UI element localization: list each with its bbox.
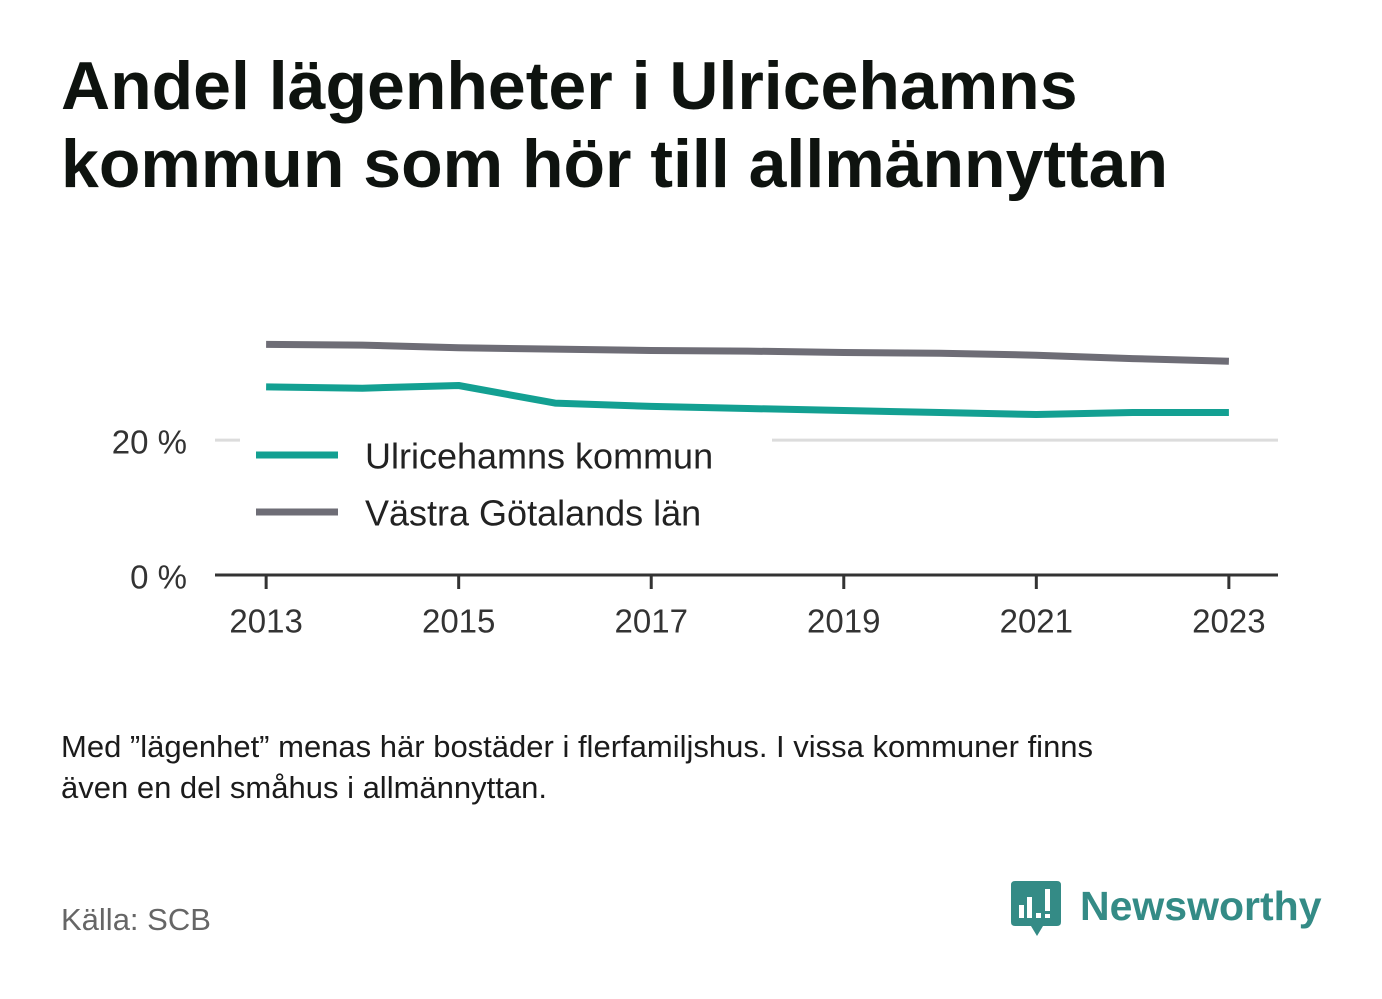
brand-name: Newsworthy <box>1080 883 1322 929</box>
brand-logo: Newsworthy <box>1010 879 1330 941</box>
footnote: Med ”lägenhet” menas här bostäder i fler… <box>61 729 1094 805</box>
x-tick-label: 2015 <box>422 603 495 640</box>
legend: Ulricehamns kommun Västra Götalands län <box>240 424 772 540</box>
x-tick-label: 2019 <box>807 603 880 640</box>
logo-bar <box>1036 913 1041 918</box>
chart-title: Andel lägenheter i Ulricehamns kommun so… <box>61 48 1169 202</box>
legend-item: Västra Götalands län <box>256 493 701 534</box>
logo-dot <box>1045 914 1050 918</box>
logo-bubble <box>1011 881 1061 936</box>
line-chart: Ulricehamns kommun Västra Götalands län … <box>112 340 1278 640</box>
series-layer <box>266 340 1229 418</box>
x-tick-label: 2013 <box>229 603 302 640</box>
y-tick-label: 20 % <box>112 424 187 461</box>
legend-item: Ulricehamns kommun <box>256 436 713 477</box>
legend-background <box>240 424 772 540</box>
y-tick-label: 0 % <box>130 559 187 596</box>
logo-bar <box>1045 889 1050 911</box>
x-tick-label: 2021 <box>1000 603 1073 640</box>
logo-bar <box>1027 897 1032 918</box>
source-note: Källa: SCB <box>61 902 211 937</box>
legend-label-ulricehamns-kommun: Ulricehamns kommun <box>365 436 713 477</box>
newsworthy-logo-icon <box>1011 881 1061 936</box>
axis-layer: 0 % 20 % 2013 2015 2017 2019 2021 2023 <box>112 424 1278 640</box>
series-line-ulricehamns-kommun <box>266 382 1229 418</box>
logo-bar <box>1019 905 1024 918</box>
legend-label-vastra-gotalands-lan: Västra Götalands län <box>365 493 701 534</box>
x-tick-label: 2017 <box>615 603 688 640</box>
series-line-vastra-gotalands-lan <box>266 340 1229 365</box>
x-tick-label: 2023 <box>1192 603 1265 640</box>
